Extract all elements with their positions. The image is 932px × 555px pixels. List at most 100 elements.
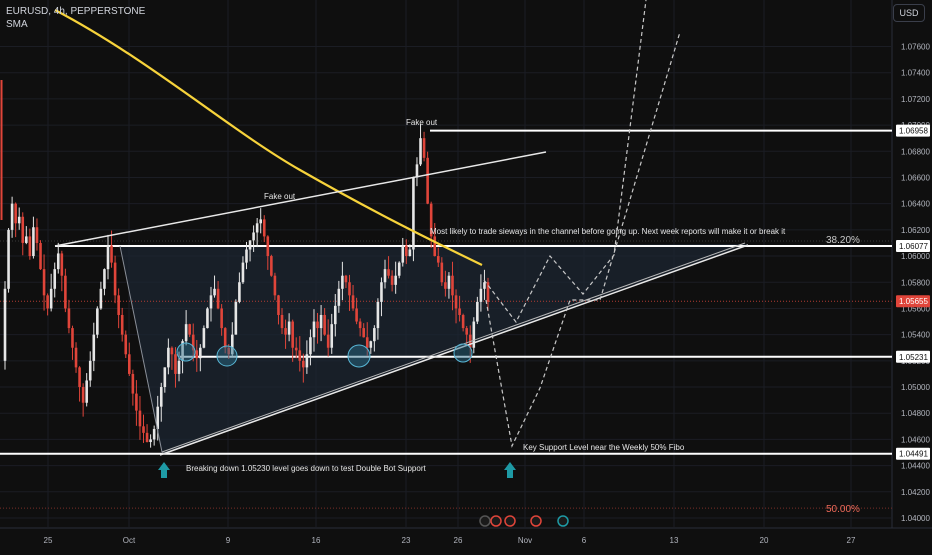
candle-84	[302, 353, 305, 383]
price-label-bg	[896, 239, 930, 252]
candle-body	[422, 138, 426, 158]
candle-body	[96, 308, 99, 335]
candle-body	[159, 387, 163, 407]
candle-29	[106, 234, 110, 280]
candle-body	[170, 347, 174, 355]
candle-body	[191, 334, 195, 351]
candle-body	[10, 203, 14, 230]
candle-55	[199, 344, 202, 372]
candle-body	[465, 328, 468, 335]
price-label-0: 1.06958	[896, 124, 930, 137]
candle-122	[436, 247, 440, 267]
candle-40	[145, 424, 149, 443]
candle-14	[53, 262, 57, 298]
candle-115	[412, 176, 415, 262]
time-tick-7: 6	[582, 536, 587, 545]
candle-13	[49, 273, 53, 312]
candle-123	[440, 257, 444, 286]
arrow-shape	[504, 462, 516, 478]
candle-64	[230, 322, 234, 357]
upper-trendline	[54, 151, 547, 247]
event-icon-4[interactable]	[557, 515, 569, 527]
event-icon-1[interactable]	[490, 515, 502, 527]
candle-body	[412, 177, 415, 250]
candle-20	[74, 342, 78, 373]
candle-75	[270, 254, 273, 277]
candle-body	[245, 249, 248, 263]
candle-119	[426, 151, 429, 205]
candle-body	[7, 229, 10, 289]
candle-body	[316, 321, 319, 329]
candle-body	[262, 219, 266, 237]
candle-body	[358, 321, 362, 329]
candle-57	[206, 307, 209, 329]
candle-38	[138, 396, 142, 440]
candle-71	[255, 218, 259, 248]
price-tick-7: 1.06200	[901, 226, 930, 235]
candle-52	[188, 323, 191, 338]
candle-110	[394, 261, 397, 294]
candle-5	[21, 212, 25, 256]
currency-button[interactable]: USD	[893, 4, 925, 22]
symbol-title: EURUSD, 4h, PEPPERSTONE	[6, 6, 146, 17]
candle-132	[472, 317, 476, 354]
candle-body	[365, 337, 369, 348]
price-label-text: 1.06958	[899, 127, 928, 136]
candle-body	[174, 354, 177, 374]
candle-107	[383, 259, 387, 289]
candle-135	[483, 269, 486, 300]
candle-body	[454, 295, 458, 309]
time-tick-10: 27	[847, 536, 856, 545]
candle-body	[433, 236, 437, 257]
price-tick-13: 1.05000	[901, 383, 930, 392]
price-tick-10: 1.05600	[901, 304, 930, 313]
candle-30	[110, 230, 113, 268]
candle-60	[216, 281, 220, 310]
price-axis[interactable]: 1.076001.074001.072001.070001.068001.066…	[896, 43, 930, 524]
candle-body	[124, 334, 128, 355]
candle-10	[39, 240, 42, 270]
event-icon-3[interactable]	[530, 515, 542, 527]
price-label-bg	[896, 124, 930, 137]
candle-17	[64, 268, 67, 313]
candle-92	[330, 313, 334, 354]
candle-9	[35, 218, 39, 251]
candle-body	[248, 240, 252, 250]
candle-103	[369, 340, 373, 354]
event-icon-ring	[530, 515, 542, 527]
candle-69	[248, 240, 252, 262]
candle-body	[280, 314, 284, 329]
price-tick-16: 1.04400	[901, 462, 930, 471]
candle-body	[56, 253, 60, 270]
price-label-text: 1.04491	[899, 450, 928, 459]
candle-body	[419, 138, 422, 165]
event-icons[interactable]	[479, 515, 569, 527]
event-icon-0[interactable]	[479, 515, 491, 527]
candle-82	[294, 337, 298, 359]
arrow-shape	[158, 462, 170, 478]
candle-body	[376, 301, 380, 329]
candle-93	[333, 294, 337, 337]
candle-body	[287, 321, 291, 335]
annotation-2: Most likely to trade sieways in the chan…	[430, 227, 786, 236]
candle-body	[106, 245, 110, 270]
candle-body	[238, 282, 241, 302]
candle-body	[99, 288, 103, 309]
event-icon-2[interactable]	[504, 515, 516, 527]
candle-80	[287, 313, 291, 342]
candle-body	[110, 245, 113, 263]
time-tick-0: 25	[44, 536, 53, 545]
candle-67	[241, 256, 245, 284]
candle-2	[10, 196, 14, 238]
time-tick-1: Oct	[123, 536, 136, 545]
candle-113	[405, 239, 408, 265]
candle-body	[298, 350, 302, 361]
time-axis[interactable]: 25 Oct 9 16 23 26 Nov 6 13 20 27	[44, 536, 856, 545]
level-lines	[0, 129, 892, 509]
candle-body	[440, 262, 444, 283]
candle-body	[252, 232, 255, 241]
candle-1	[7, 228, 10, 293]
candle-105	[376, 298, 380, 340]
